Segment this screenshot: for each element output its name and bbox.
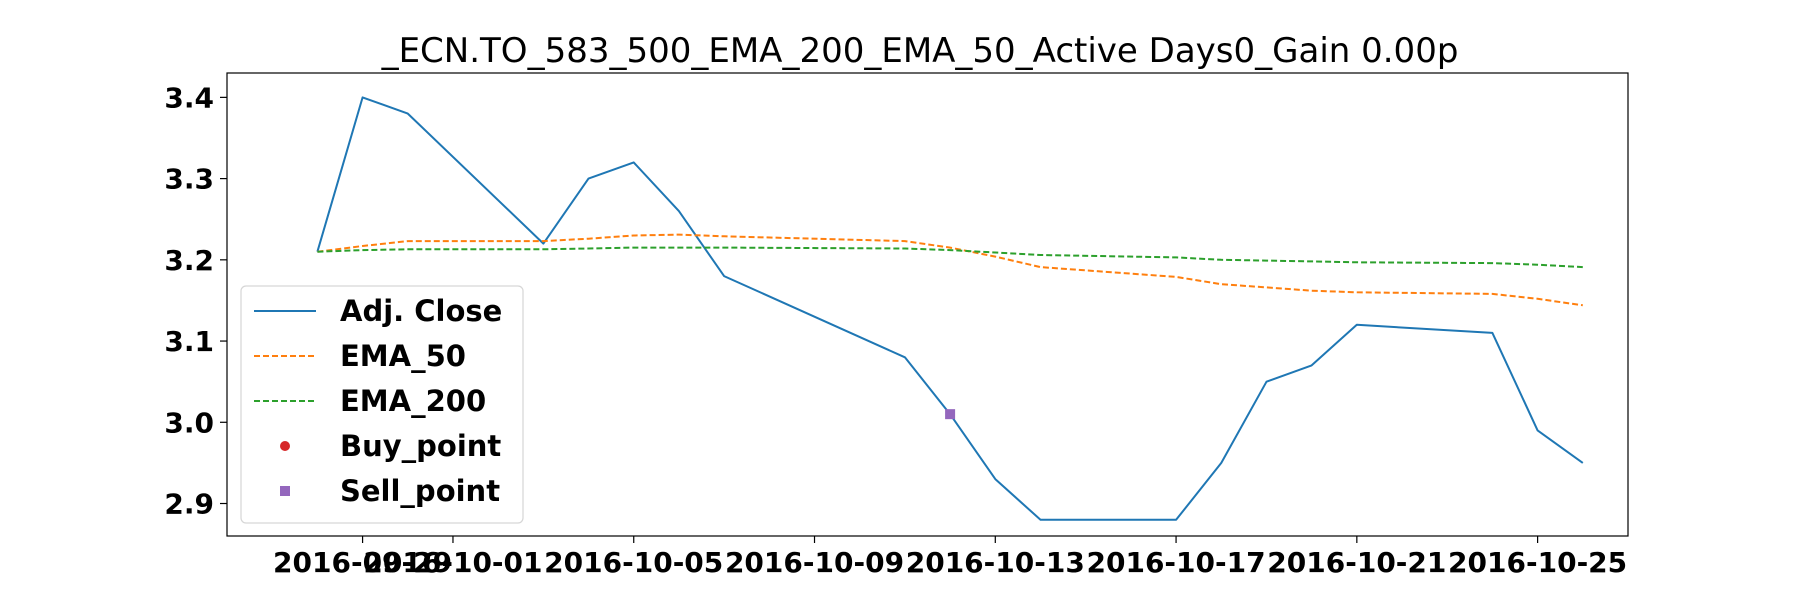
legend-label-sell-point: Sell_point <box>340 474 500 508</box>
x-tick-label: 2016-10-05 <box>544 546 723 579</box>
y-tick-label: 3.0 <box>164 406 214 439</box>
x-tick-label: 2016-10-13 <box>906 546 1085 579</box>
x-tick-label: 2016-10-25 <box>1448 546 1627 579</box>
x-tick-label: 2016-10-01 <box>363 546 542 579</box>
series-line-ema-50 <box>317 233 1583 307</box>
series-layer <box>316 96 1584 521</box>
x-tick-label: 2016-10-17 <box>1087 546 1266 579</box>
legend-box <box>240 285 524 524</box>
legend-label-adj-close: Adj. Close <box>340 294 502 328</box>
y-tick-label: 3.2 <box>164 244 214 277</box>
x-tick-label: 2016-10-09 <box>725 546 904 579</box>
chart-title: _ECN.TO_583_500_EMA_200_EMA_50_Active Da… <box>381 31 1459 71</box>
y-tick-label: 3.1 <box>164 325 214 358</box>
y-tick-label: 2.9 <box>164 488 214 521</box>
legend-label-buy-point: Buy_point <box>340 429 501 463</box>
legend: Adj. Close EMA_50 EMA_200 Buy_point Sell_poi… <box>240 285 524 524</box>
x-tick-label: 2016-09-29 <box>273 546 452 579</box>
legend-swatch-buy-point <box>280 441 290 451</box>
point-sell-point <box>945 409 956 420</box>
x-tick-label: 2016-10-21 <box>1267 546 1446 579</box>
y-tick-label: 3.4 <box>164 81 214 114</box>
legend-label-ema-50: EMA_50 <box>340 339 466 373</box>
plot-area <box>226 72 1629 537</box>
legend-swatch-sell-point <box>280 486 290 496</box>
series-line-adj-close <box>316 96 1584 521</box>
legend-label-ema-200: EMA_200 <box>340 384 486 418</box>
y-axis: 2.9 3.0 3.1 3.2 3.3 3.4 <box>164 81 227 521</box>
series-line-ema-200 <box>317 246 1583 269</box>
y-tick-label: 3.3 <box>164 163 214 196</box>
